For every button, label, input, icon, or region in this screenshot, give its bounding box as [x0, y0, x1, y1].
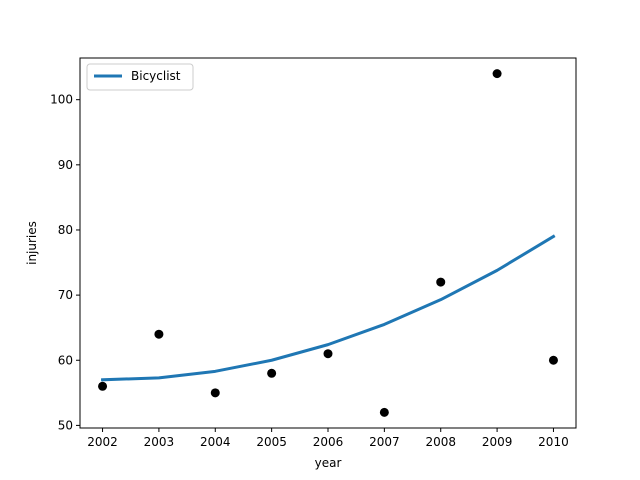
scatter-points-layer	[98, 69, 558, 417]
x-axis-ticks: 2002 2003 2004 2005 2006 2007 2008 2009 2010	[87, 428, 569, 449]
x-tick-label: 2005	[256, 435, 287, 449]
x-tick-label: 2009	[482, 435, 513, 449]
data-point	[154, 329, 164, 339]
data-point	[210, 388, 220, 398]
series-line-bicyclist	[100, 234, 556, 382]
y-tick-label: 70	[58, 288, 73, 302]
x-tick-label: 2010	[538, 435, 569, 449]
y-tick-label: 100	[50, 93, 73, 107]
data-point	[492, 69, 502, 79]
x-tick-label: 2004	[200, 435, 231, 449]
data-point	[436, 277, 446, 287]
data-point	[323, 349, 333, 359]
legend-box	[86, 63, 194, 91]
y-axis-label: injuries	[25, 221, 39, 265]
x-tick-label: 2002	[87, 435, 118, 449]
legend-label-bicyclist: Bicyclist	[131, 69, 181, 83]
fit-line-layer	[100, 234, 556, 382]
y-tick-label: 60	[58, 353, 73, 367]
x-axis-label: year	[315, 456, 342, 470]
y-tick-label: 90	[58, 158, 73, 172]
data-point	[98, 381, 108, 391]
plot-area	[80, 58, 576, 428]
x-tick-label: 2006	[313, 435, 344, 449]
x-tick-label: 2008	[425, 435, 456, 449]
data-point	[548, 355, 558, 365]
y-tick-label: 50	[58, 418, 73, 432]
x-tick-label: 2003	[144, 435, 175, 449]
data-point	[267, 368, 277, 378]
y-axis-ticks: 50 60 70 80 90 100	[50, 93, 80, 432]
data-point	[379, 407, 389, 417]
x-tick-label: 2007	[369, 435, 400, 449]
legend: Bicyclist	[86, 63, 194, 91]
y-tick-label: 80	[58, 223, 73, 237]
